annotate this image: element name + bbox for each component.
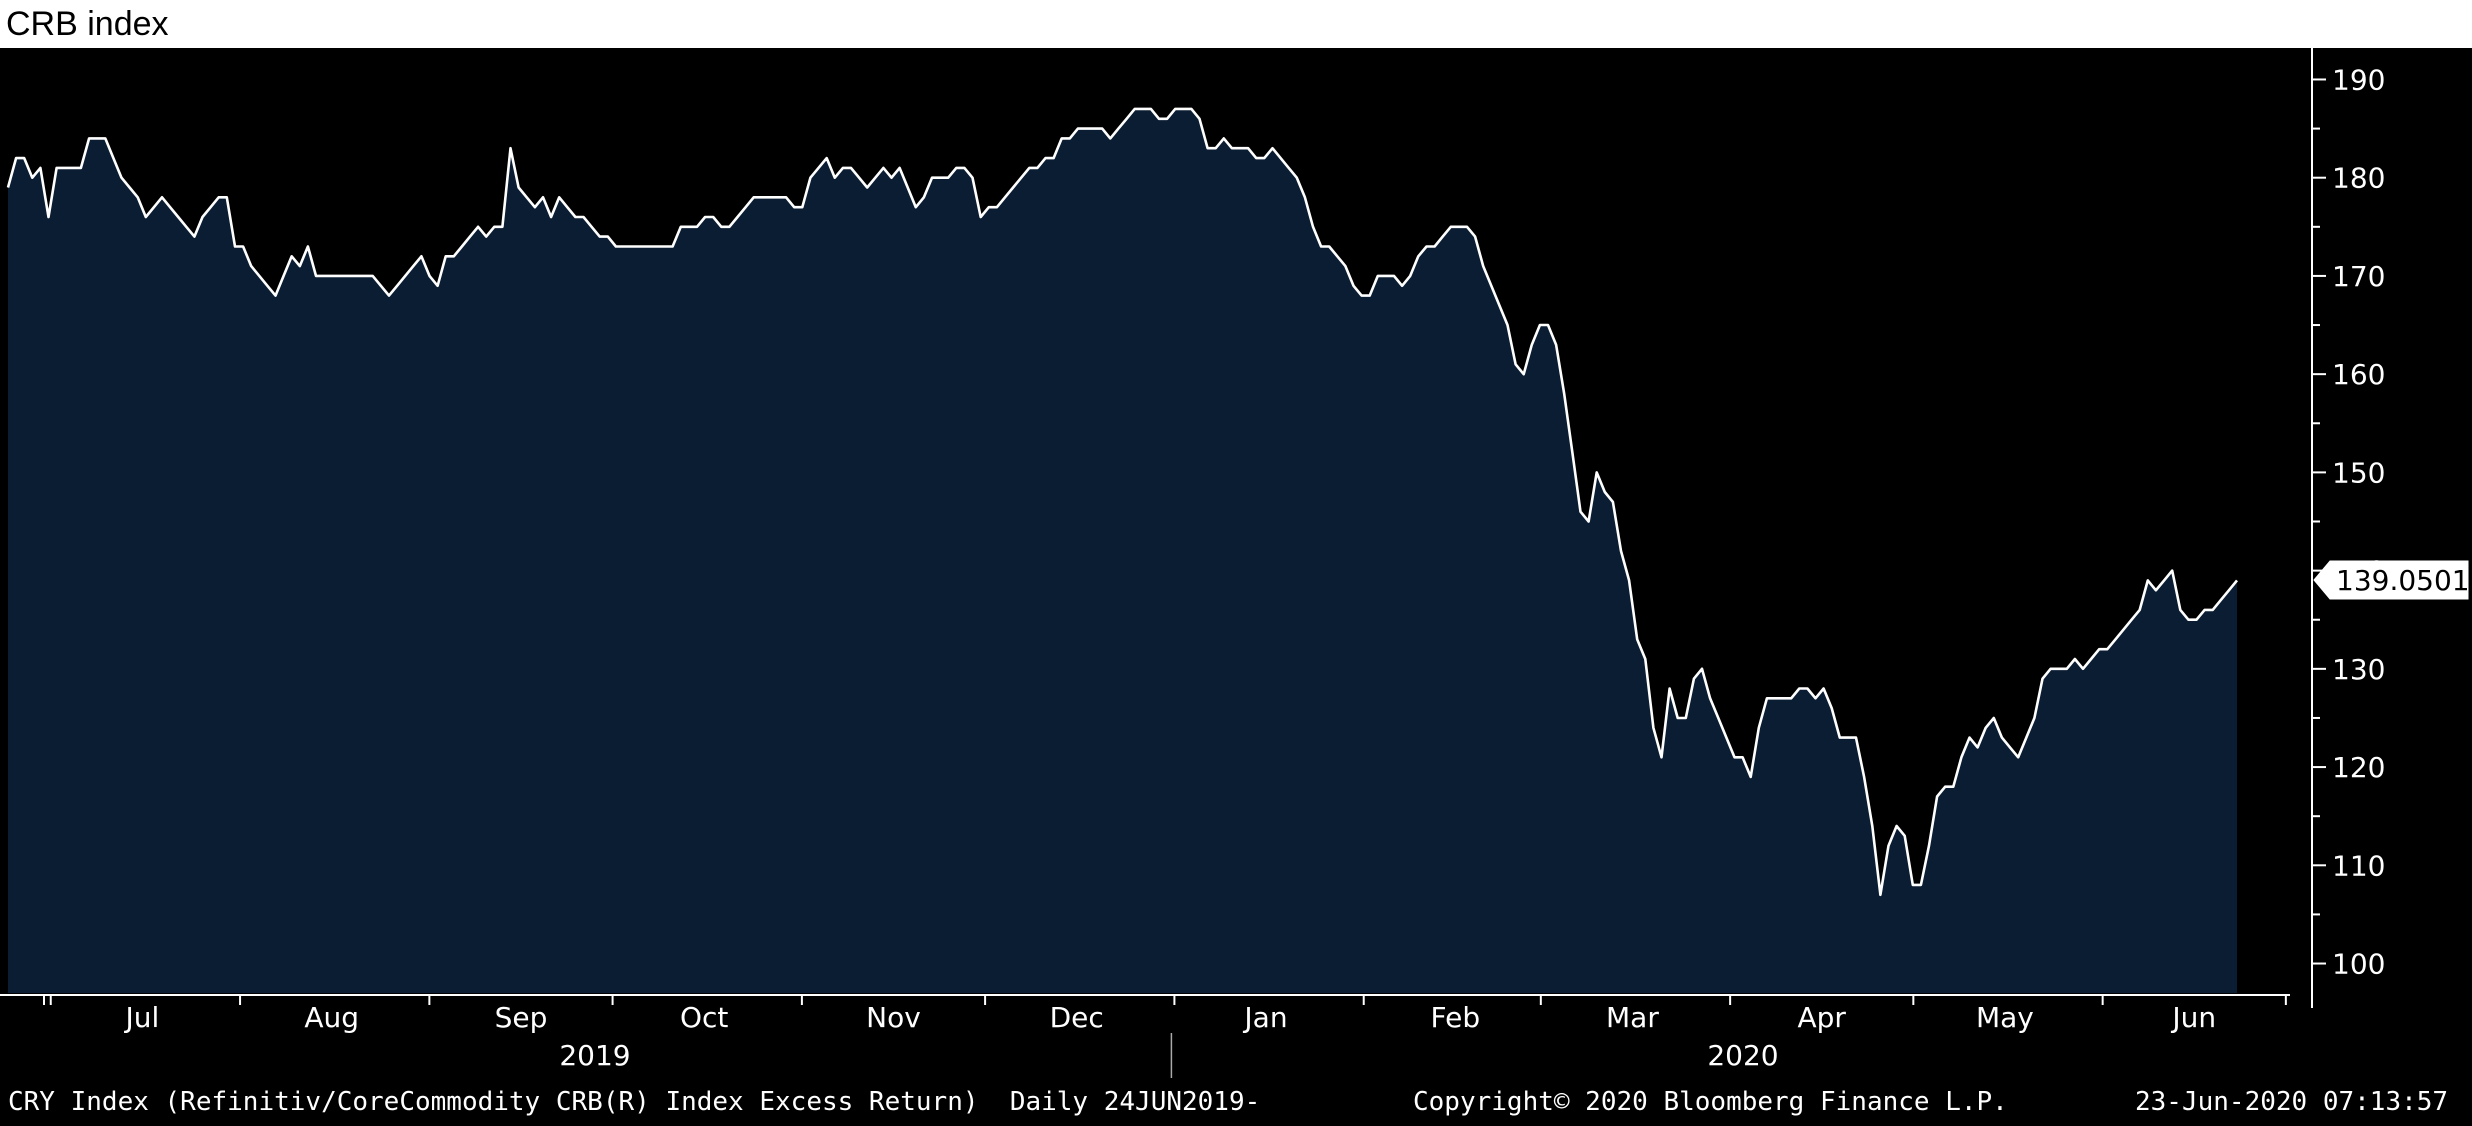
y-tick-label: 190 bbox=[2332, 63, 2385, 96]
x-month-label: Dec bbox=[1050, 1001, 1104, 1034]
x-year-label: 2020 bbox=[1707, 1039, 1778, 1072]
x-month-label: Jan bbox=[1242, 1001, 1287, 1034]
x-year-label: 2019 bbox=[559, 1039, 630, 1072]
x-month-label: Apr bbox=[1798, 1001, 1847, 1034]
y-tick-label: 160 bbox=[2332, 358, 2385, 391]
y-tick-label: 120 bbox=[2332, 751, 2385, 784]
x-month-label: Oct bbox=[680, 1001, 728, 1034]
chart-canvas: 100110120130140150160170180190139.0501Ju… bbox=[0, 48, 2470, 1078]
series-area bbox=[8, 108, 2237, 993]
x-month-label: Nov bbox=[866, 1001, 921, 1034]
chart-title: CRB index bbox=[6, 5, 169, 43]
x-month-label: Aug bbox=[304, 1001, 359, 1034]
x-month-label: May bbox=[1976, 1001, 2034, 1034]
x-month-label: Sep bbox=[495, 1001, 548, 1034]
x-month-label: Jun bbox=[2170, 1001, 2216, 1034]
y-tick-label: 180 bbox=[2332, 162, 2385, 195]
footer-copyright: Copyright© 2020 Bloomberg Finance L.P. bbox=[1413, 1087, 2008, 1117]
y-tick-label: 110 bbox=[2332, 849, 2385, 882]
footer-timestamp: 23-Jun-2020 07:13:57 bbox=[2135, 1087, 2449, 1117]
chart-footer: CRY Index (Refinitiv/CoreCommodity CRB(R… bbox=[0, 1078, 2472, 1126]
series-line bbox=[6, 107, 2239, 897]
y-tick-label: 150 bbox=[2332, 456, 2385, 489]
x-month-label: Feb bbox=[1431, 1001, 1481, 1034]
y-tick-label: 100 bbox=[2332, 948, 2385, 981]
x-month-label: Mar bbox=[1606, 1001, 1659, 1034]
last-value-tag bbox=[2313, 560, 2469, 600]
last-value-label: 139.0501 bbox=[2336, 564, 2470, 597]
x-month-label: Jul bbox=[123, 1001, 159, 1034]
y-tick-label: 130 bbox=[2332, 653, 2385, 686]
footer-source: CRY Index (Refinitiv/CoreCommodity CRB(R… bbox=[8, 1087, 1261, 1117]
y-tick-label: 170 bbox=[2332, 260, 2385, 293]
